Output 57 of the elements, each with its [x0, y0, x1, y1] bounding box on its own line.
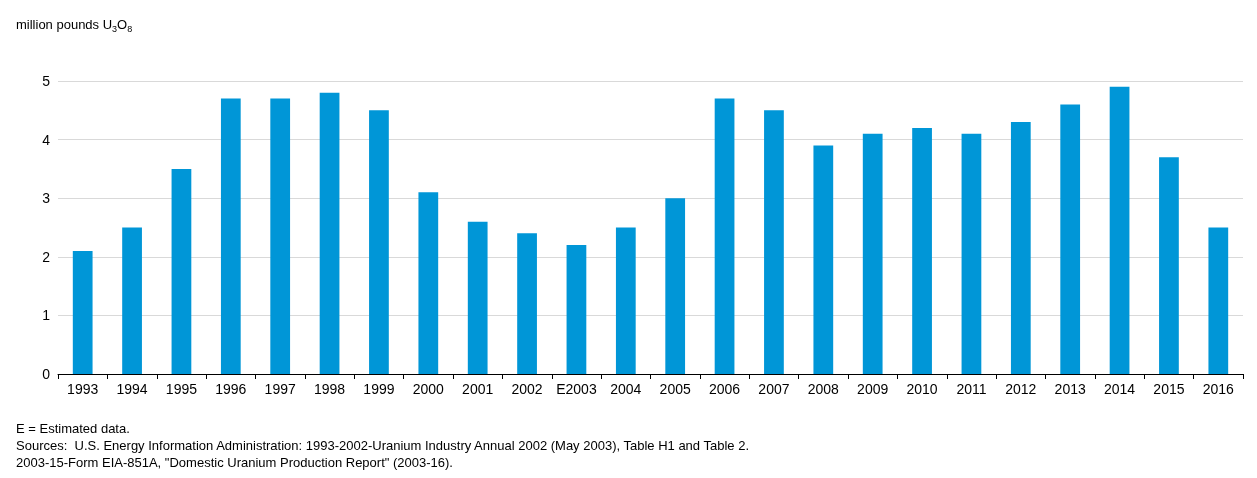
bar [961, 133, 982, 374]
x-tick-label: 2008 [807, 381, 840, 397]
y-tick-label: 0 [42, 366, 51, 382]
y-tick-label: 3 [42, 190, 51, 207]
bar [1208, 227, 1229, 374]
x-tick-label: 1993 [67, 381, 99, 397]
x-tick-label: 2016 [1202, 381, 1235, 397]
x-tick-label: 2013 [1054, 381, 1086, 397]
bar [1159, 157, 1179, 374]
bar [369, 110, 389, 374]
x-tick-label: 2000 [412, 381, 445, 397]
bar [714, 98, 735, 374]
bar [1010, 122, 1031, 374]
x-tick-label: 1996 [215, 381, 247, 397]
bar [1109, 86, 1130, 374]
text: 2003-15-Form EIA-851A, "Domestic Uranium Production Report" (2003-16). [16, 455, 453, 470]
bar [912, 127, 932, 374]
bar [862, 133, 883, 374]
x-tick-label: 2001 [462, 381, 494, 397]
bar [220, 98, 241, 374]
bar [566, 245, 587, 374]
x-tick-label: 2010 [906, 381, 938, 397]
bar [517, 233, 537, 374]
x-tick-label: 2007 [758, 381, 790, 397]
bar [171, 168, 192, 374]
bar [1060, 104, 1081, 374]
bar [467, 221, 488, 374]
bar [270, 98, 291, 374]
x-tick-label: 2004 [610, 381, 642, 397]
x-tick-label: 2012 [1005, 381, 1037, 397]
y-tick-label: 5 [42, 73, 51, 89]
bar [418, 192, 439, 374]
bar [813, 145, 834, 374]
y-tick-label: 2 [42, 248, 51, 265]
bar [615, 227, 636, 374]
x-tick-label: 2009 [857, 381, 889, 397]
x-tick-label: 2015 [1153, 381, 1185, 397]
y-tick-label: 4 [42, 131, 51, 148]
text: E = Estimated data. [16, 421, 130, 436]
x-tick-label: 2002 [511, 381, 543, 397]
bar [764, 110, 784, 374]
x-tick-label: 1995 [165, 381, 198, 397]
bar [72, 250, 93, 374]
x-tick-label: 2006 [708, 381, 741, 397]
bar [122, 227, 142, 374]
x-tick-label: 2005 [659, 381, 691, 397]
x-tick-label: 1998 [313, 381, 346, 397]
x-tick-label: 1997 [264, 381, 296, 397]
x-tick-label: 1994 [116, 381, 148, 397]
bar [665, 198, 686, 374]
x-tick-label: 1999 [363, 381, 395, 397]
x-tick-label: 2014 [1103, 381, 1136, 397]
bar [319, 92, 340, 374]
source-note: Sources: U.S. Energy Information Administration: 1993-2002-Uranium Industry Annual 2002 (May 2003), Table H1 and Table 2. [16, 438, 749, 453]
x-tick-label: E2003 [556, 381, 597, 397]
y-tick-label: 1 [42, 307, 51, 324]
x-tick-label: 2011 [956, 381, 987, 397]
